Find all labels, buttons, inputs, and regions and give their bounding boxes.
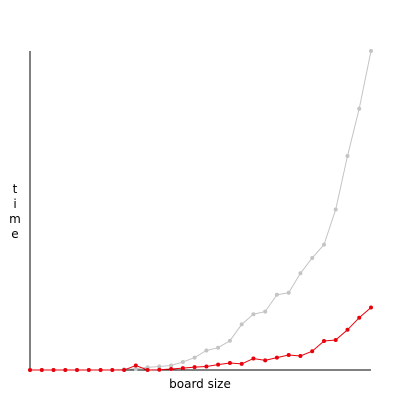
chart-series-layer bbox=[28, 49, 373, 372]
data-point bbox=[192, 365, 197, 370]
data-point bbox=[251, 356, 256, 361]
data-point bbox=[227, 338, 232, 343]
data-point bbox=[333, 338, 338, 342]
data-point bbox=[204, 348, 209, 353]
x-axis-label: board size bbox=[169, 377, 231, 391]
data-point bbox=[298, 354, 303, 358]
data-point bbox=[333, 207, 338, 212]
data-point bbox=[204, 364, 209, 369]
data-point bbox=[263, 309, 268, 314]
data-point bbox=[251, 312, 256, 317]
data-point bbox=[263, 358, 268, 363]
data-point bbox=[180, 366, 185, 371]
data-point bbox=[75, 368, 79, 372]
data-point bbox=[98, 368, 103, 372]
data-point bbox=[369, 305, 373, 310]
series-0 bbox=[28, 49, 373, 372]
data-point bbox=[369, 49, 373, 53]
chart-axes bbox=[29, 51, 371, 371]
data-point bbox=[227, 361, 232, 365]
series-line bbox=[30, 50, 372, 371]
data-point bbox=[110, 368, 115, 372]
data-point bbox=[86, 368, 91, 372]
data-point bbox=[357, 106, 362, 111]
data-point bbox=[39, 368, 44, 372]
data-point bbox=[28, 368, 32, 372]
data-point bbox=[169, 363, 174, 368]
data-point bbox=[239, 361, 244, 366]
data-point bbox=[310, 349, 315, 354]
data-point bbox=[192, 355, 197, 360]
data-point bbox=[216, 345, 221, 350]
data-point bbox=[274, 292, 279, 297]
data-point bbox=[133, 366, 138, 371]
data-point bbox=[357, 315, 362, 320]
y-axis-label-char: t bbox=[12, 182, 18, 196]
series-line bbox=[30, 307, 372, 371]
data-point bbox=[51, 368, 56, 372]
data-point bbox=[286, 290, 291, 295]
data-point bbox=[180, 360, 185, 364]
data-point bbox=[239, 322, 244, 327]
data-point bbox=[216, 362, 221, 367]
data-point bbox=[63, 368, 68, 372]
data-point bbox=[345, 327, 350, 332]
data-point bbox=[157, 367, 162, 372]
data-point bbox=[345, 154, 350, 158]
data-point bbox=[310, 256, 315, 260]
series-1 bbox=[28, 305, 373, 372]
y-axis-label-char: i bbox=[13, 197, 17, 211]
data-point bbox=[298, 271, 303, 276]
data-point bbox=[157, 364, 162, 369]
data-point bbox=[133, 363, 138, 368]
y-axis-label-char: e bbox=[11, 227, 19, 241]
y-axis-label-char: m bbox=[9, 212, 21, 226]
data-point bbox=[169, 367, 174, 371]
data-point bbox=[145, 368, 150, 372]
data-point bbox=[322, 339, 326, 343]
data-point bbox=[274, 355, 279, 360]
data-point bbox=[286, 353, 291, 357]
data-point bbox=[122, 368, 127, 372]
data-point bbox=[322, 242, 326, 247]
